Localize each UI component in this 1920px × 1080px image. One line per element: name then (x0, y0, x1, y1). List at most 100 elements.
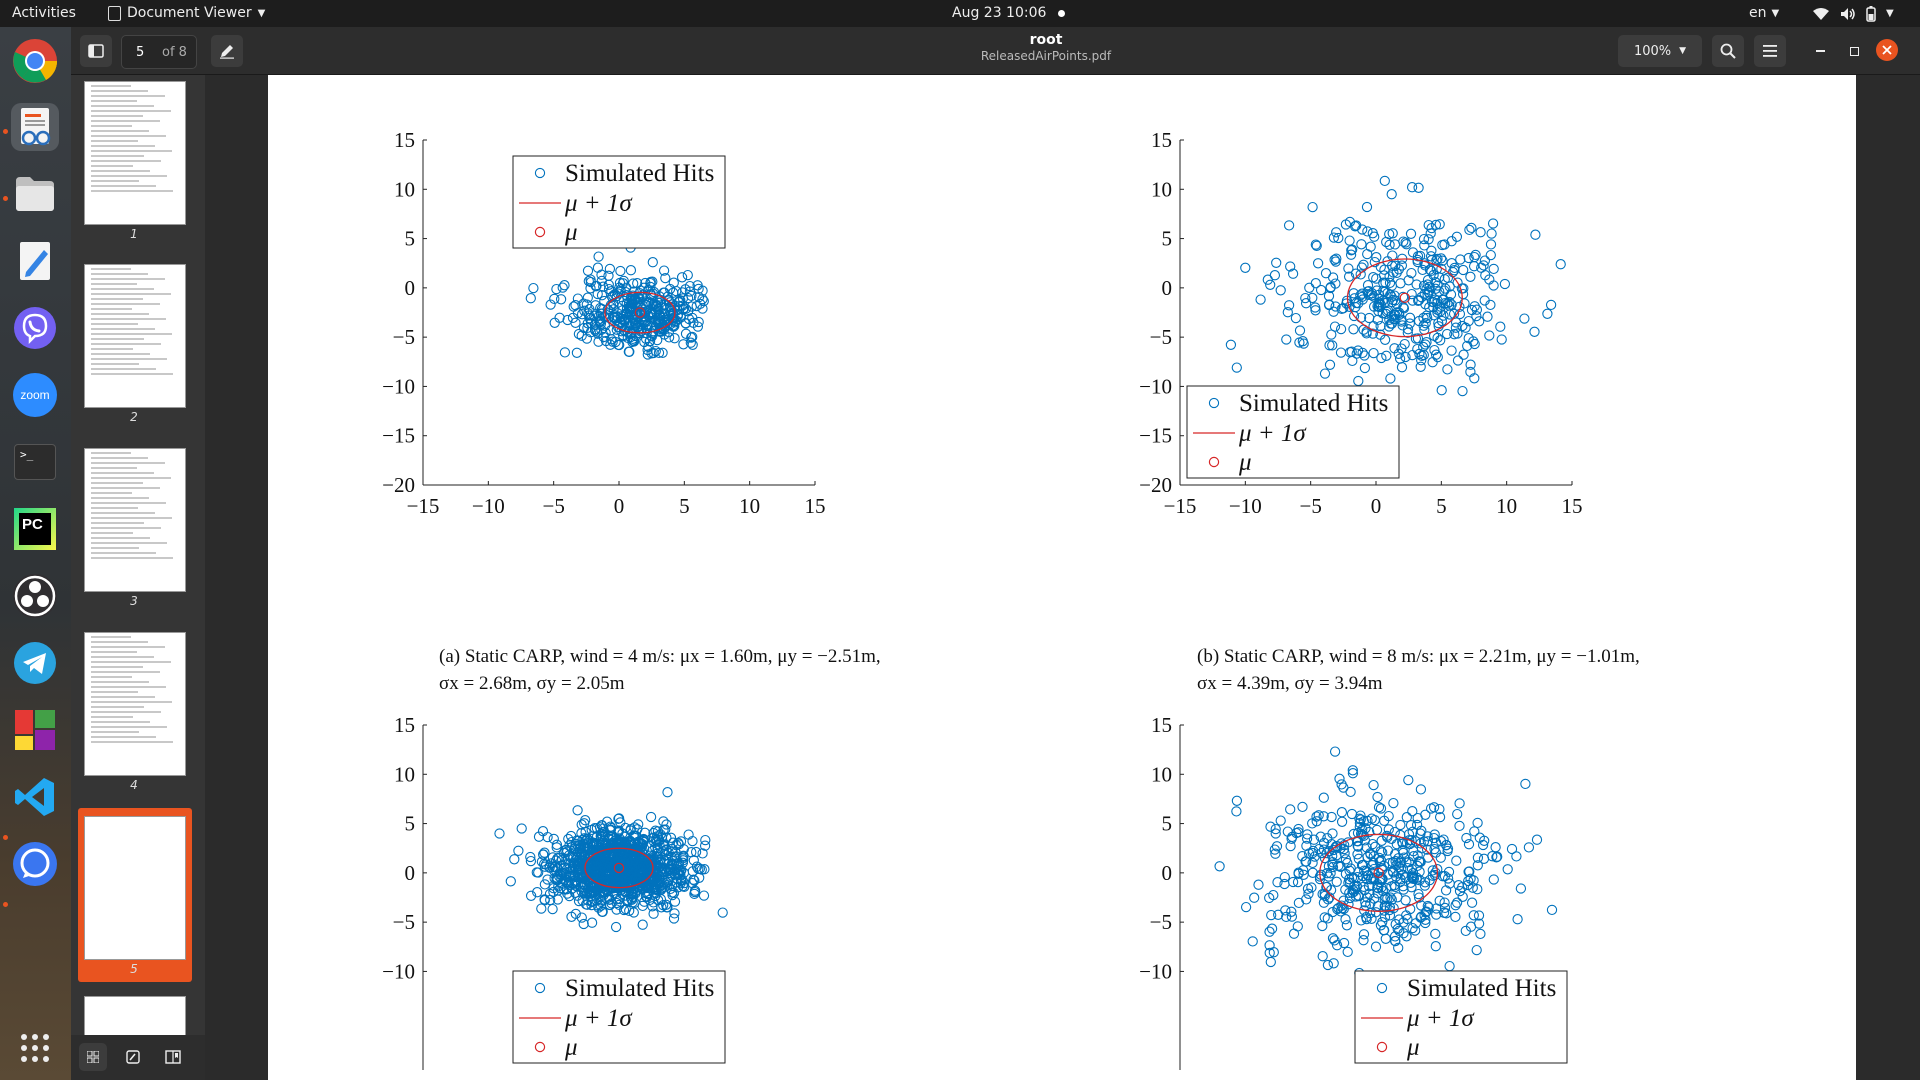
dock-item-app-grid[interactable] (11, 1024, 59, 1072)
hit-point (572, 890, 583, 901)
y-tick-label: 0 (405, 861, 416, 885)
hit-point (1362, 815, 1373, 827)
dock-item-terminal[interactable]: >_ (11, 438, 59, 486)
thumbnail-page-1[interactable] (84, 81, 186, 225)
thumbnails-view-button[interactable] (79, 1043, 107, 1071)
main-menu-button[interactable] (1754, 35, 1786, 67)
x-tick-label: 0 (1371, 494, 1382, 518)
bookmarks-view-button[interactable] (159, 1043, 187, 1071)
search-button[interactable] (1712, 35, 1744, 67)
hit-point (1426, 255, 1437, 266)
caption-a-line1: (a) Static CARP, wind = 4 m/s: μx = 1.60… (439, 646, 881, 667)
dock-item-obs[interactable] (11, 572, 59, 620)
hit-point (1358, 929, 1370, 940)
hit-point (1368, 347, 1379, 359)
hit-point (1385, 892, 1396, 903)
page-number-input[interactable]: 5 (136, 44, 145, 60)
hit-point (1384, 902, 1396, 913)
hit-point (1368, 873, 1379, 885)
annotation-icon (126, 1050, 140, 1064)
hit-point (1418, 312, 1429, 324)
hit-point (1379, 175, 1390, 187)
thumbnail-page-4[interactable] (84, 632, 186, 776)
dock-item-zoom[interactable]: zoom (11, 371, 59, 419)
hit-point (1380, 933, 1391, 944)
dock-item-telegram[interactable] (11, 639, 59, 687)
hit-point (1401, 812, 1412, 823)
hit-point (1384, 277, 1396, 289)
hit-point (1472, 817, 1483, 829)
zoom-selector[interactable]: 100% ▼ (1618, 35, 1702, 67)
hit-point (648, 908, 659, 919)
thumbnail-page-next[interactable] (84, 996, 186, 1036)
legend: Simulated Hits μ + 1σμ (512, 970, 726, 1064)
hit-point (1400, 872, 1411, 883)
hit-point (1298, 338, 1309, 349)
dock-item-text-editor[interactable] (11, 237, 59, 285)
hit-point (1415, 361, 1426, 372)
hit-point (586, 824, 597, 836)
hit-point (1463, 839, 1475, 850)
hit-point (1321, 881, 1332, 893)
hit-point (664, 283, 676, 295)
hit-point (654, 310, 665, 321)
page-selector[interactable]: 5 of 8 (121, 35, 197, 69)
maximize-button[interactable] (1842, 39, 1866, 63)
dock-item-colorful-app[interactable] (11, 706, 59, 754)
dock-item-vscode[interactable] (11, 773, 59, 821)
hit-point (1345, 786, 1356, 798)
sidebar-icon (88, 44, 104, 58)
hit-point (1471, 304, 1483, 315)
hit-point (542, 874, 553, 885)
y-tick-label: −20 (1139, 473, 1172, 497)
dock-item-viber[interactable] (11, 304, 59, 352)
hit-point (1285, 261, 1296, 272)
dock-item-chrome[interactable] (11, 37, 59, 85)
hit-point (1348, 324, 1359, 335)
close-button[interactable] (1876, 39, 1898, 61)
system-menu[interactable]: ▼ (1812, 0, 1894, 27)
activities-button[interactable]: Activities (12, 5, 76, 21)
hit-point (662, 902, 673, 913)
hit-point (559, 347, 571, 358)
hit-point (1442, 873, 1454, 884)
hit-point (685, 337, 696, 348)
app-menu[interactable]: Document Viewer ▼ (108, 0, 265, 27)
language-selector[interactable]: en ▼ (1749, 0, 1779, 27)
hit-point (1469, 373, 1480, 384)
hit-point (1428, 301, 1439, 313)
dock-item-signal[interactable] (11, 840, 59, 888)
thumbnail-page-5[interactable] (84, 816, 186, 960)
dock-item-document-viewer[interactable] (11, 103, 59, 151)
minimize-button[interactable] (1808, 39, 1832, 63)
x-tick-label: 5 (1436, 494, 1447, 518)
document-view[interactable]: 15 10 5 0 −5 −10 −15 −20 −15 −10 −5 0 5 10 15 Simulated… (205, 75, 1920, 1080)
sidebar-toggle-button[interactable] (80, 35, 112, 67)
thumbnail-page-2[interactable] (84, 264, 186, 408)
hit-point (1347, 765, 1358, 776)
hit-point (1307, 201, 1318, 213)
hit-point (658, 816, 669, 827)
hit-point (1434, 803, 1445, 815)
dock-item-files[interactable] (11, 170, 59, 218)
hit-point (1341, 920, 1353, 931)
hit-point (1491, 852, 1502, 863)
annotations-view-button[interactable] (119, 1043, 147, 1071)
hit-point (1356, 239, 1367, 250)
x-tick-label: 15 (805, 494, 826, 518)
hit-point (1362, 226, 1373, 237)
hit-point (676, 272, 688, 283)
hit-point (1431, 903, 1442, 914)
hit-point (1372, 888, 1383, 899)
hit-point (1319, 368, 1331, 379)
hit-point (682, 269, 693, 281)
annotate-button[interactable] (211, 35, 243, 67)
hit-point (1283, 220, 1295, 231)
dock-item-pycharm[interactable]: PC (11, 505, 59, 553)
hit-point (700, 834, 711, 846)
thumbnail-page-3[interactable] (84, 448, 186, 592)
hit-point (1471, 944, 1482, 956)
hit-point (1403, 774, 1414, 786)
hit-point (1450, 911, 1461, 923)
clock[interactable]: Aug 23 10:06 (952, 0, 1066, 27)
